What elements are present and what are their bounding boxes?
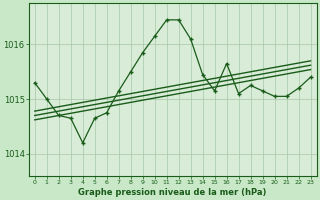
X-axis label: Graphe pression niveau de la mer (hPa): Graphe pression niveau de la mer (hPa) — [78, 188, 267, 197]
